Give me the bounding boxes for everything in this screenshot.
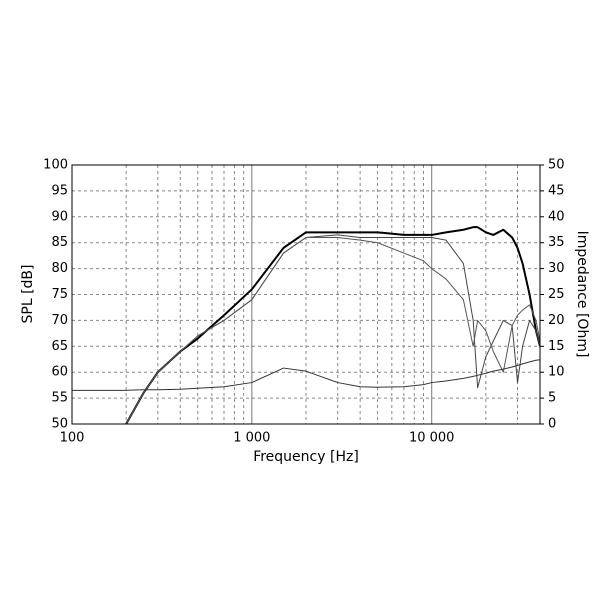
y2-tick-label: 15 (548, 339, 565, 354)
x-axis-title: Frequency [Hz] (253, 449, 359, 465)
y2-axis-title: Impedance [Ohm] (574, 231, 590, 358)
x-tick-label: 1 000 (233, 431, 270, 446)
y-tick-label: 100 (43, 158, 68, 173)
y-tick-label: 80 (51, 261, 68, 276)
y2-tick-label: 25 (548, 287, 565, 302)
y2-tick-label: 35 (548, 235, 565, 250)
y2-tick-label: 30 (548, 261, 565, 276)
grid (71, 164, 540, 425)
series-line (72, 359, 540, 391)
y-tick-label: 90 (51, 209, 68, 224)
y-tick-label: 75 (51, 287, 68, 302)
y-tick-label: 95 (51, 183, 68, 198)
series-line (125, 226, 540, 424)
x-tick-label: 100 (60, 431, 85, 446)
y-tick-label: 55 (51, 391, 68, 406)
y-tick-label: 60 (51, 365, 68, 380)
y-tick-label: 50 (51, 417, 68, 432)
series-line (125, 237, 540, 424)
plot-lines (72, 226, 540, 424)
y2-tick-label: 20 (548, 313, 565, 328)
y2-tick-label: 0 (548, 417, 556, 432)
y-axis-title: SPL [dB] (20, 265, 36, 324)
y-tick-label: 85 (51, 235, 68, 250)
y-tick-label: 70 (51, 313, 68, 328)
y2-tick-label: 10 (548, 365, 565, 380)
y2-tick-label: 40 (548, 209, 565, 224)
series-line (125, 234, 540, 424)
y2-tick-label: 45 (548, 183, 565, 198)
y-tick-label: 65 (51, 339, 68, 354)
x-tick-label: 10 000 (409, 431, 455, 446)
y2-tick-label: 50 (548, 158, 565, 173)
y2-tick-label: 5 (548, 391, 556, 406)
